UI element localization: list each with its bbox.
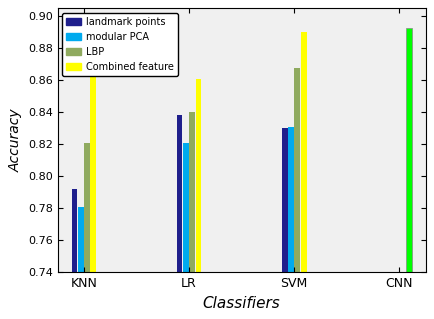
Bar	[78, 207, 84, 272]
Bar	[301, 32, 306, 272]
Bar	[90, 72, 96, 272]
Bar	[177, 115, 182, 272]
Bar	[183, 143, 189, 272]
Bar	[189, 112, 195, 272]
Bar	[84, 143, 90, 272]
Y-axis label: Accuracy: Accuracy	[8, 108, 22, 172]
Bar	[282, 128, 288, 272]
X-axis label: Classifiers: Classifiers	[203, 296, 280, 311]
Bar	[72, 189, 77, 272]
Bar	[406, 27, 412, 272]
Bar	[196, 79, 201, 272]
Bar	[288, 127, 294, 272]
Bar	[295, 68, 300, 272]
Legend: landmark points, modular PCA, LBP, Combined feature: landmark points, modular PCA, LBP, Combi…	[62, 13, 178, 76]
